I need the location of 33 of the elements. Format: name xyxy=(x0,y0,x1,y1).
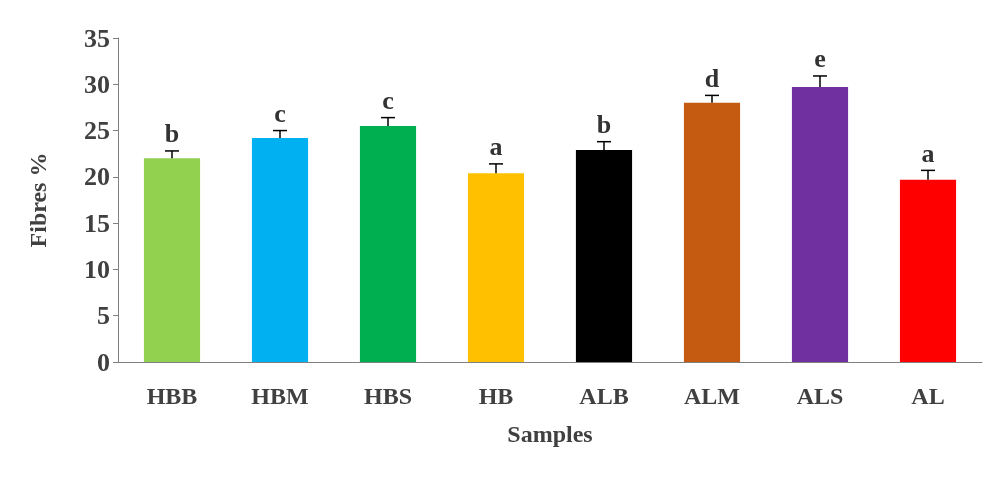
x-tick-label: AL xyxy=(911,383,945,409)
y-tick-label: 10 xyxy=(84,254,110,284)
bar xyxy=(143,158,201,362)
annotation: c xyxy=(382,86,394,116)
y-tick-label: 20 xyxy=(84,162,110,192)
x-axis-title: Samples xyxy=(507,421,593,447)
annotation: b xyxy=(596,110,612,140)
bar xyxy=(683,102,741,362)
x-tick-label: HBS xyxy=(363,383,413,409)
bar xyxy=(251,137,309,362)
annotation: b xyxy=(164,119,180,149)
x-tick-label: ALS xyxy=(796,383,844,409)
x-tick-label: ALM xyxy=(684,383,740,409)
annotation: a xyxy=(921,138,935,168)
y-tick-label: 5 xyxy=(97,301,110,331)
annotation: a xyxy=(489,132,503,162)
annotation: d xyxy=(704,63,720,93)
annotation: e xyxy=(814,44,826,74)
bar xyxy=(467,173,525,362)
y-tick-label: 15 xyxy=(84,208,110,238)
x-tick-label: HBB xyxy=(146,383,198,409)
x-tick-label: HB xyxy=(478,383,514,409)
bar xyxy=(359,125,417,362)
bar xyxy=(899,179,957,362)
y-tick-label: 35 xyxy=(84,23,110,53)
y-tick-label: 0 xyxy=(97,347,110,377)
y-tick-label: 25 xyxy=(84,116,110,146)
y-tick-label: 30 xyxy=(84,69,110,99)
x-tick-label: ALB xyxy=(579,383,629,409)
x-tick-label: HBM xyxy=(251,383,309,409)
annotation: c xyxy=(274,99,286,129)
y-axis-title: Fibres % xyxy=(25,152,51,248)
bar xyxy=(791,87,849,362)
